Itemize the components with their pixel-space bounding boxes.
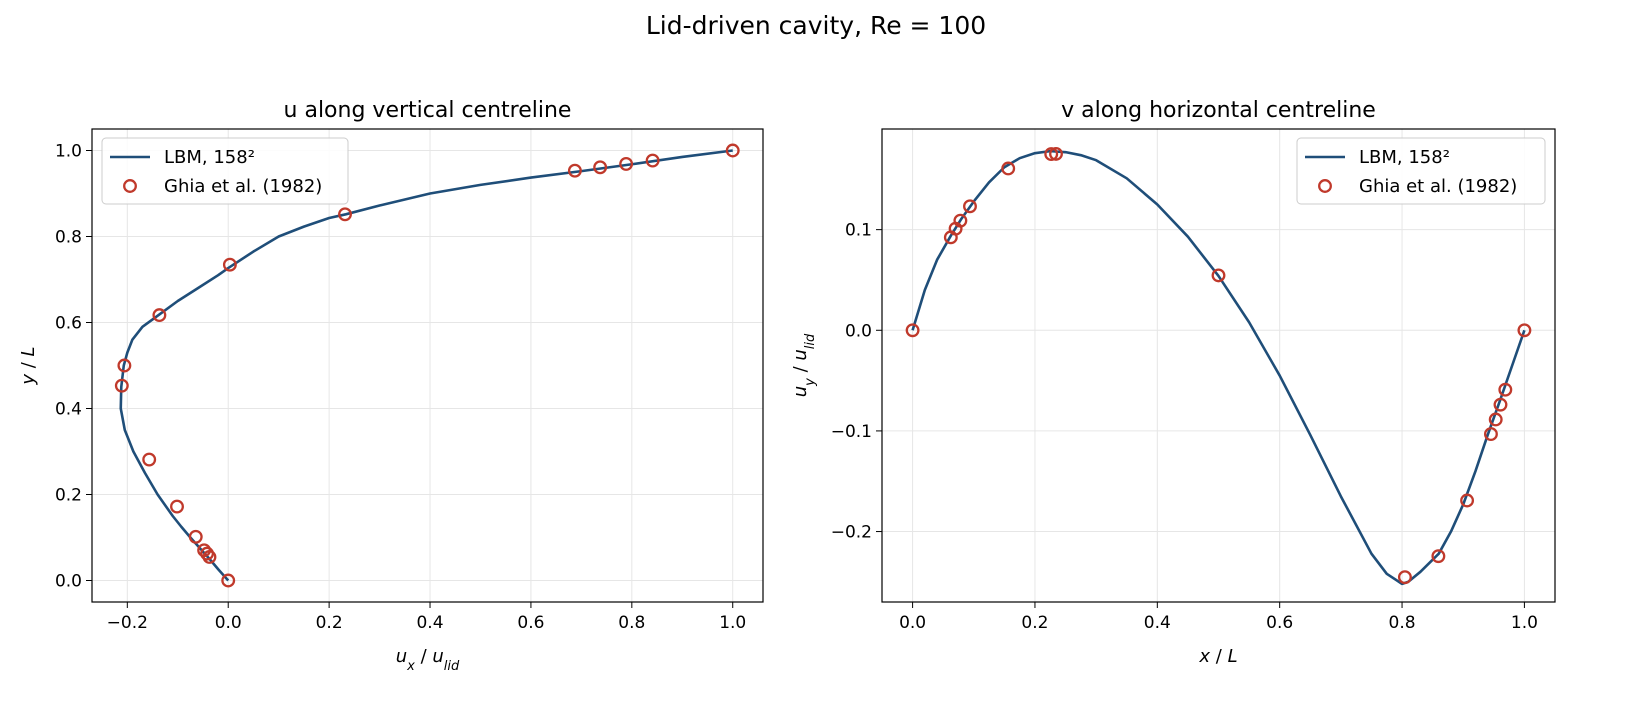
ghia-data-point [188,529,203,544]
y-axis-label: y / L [18,346,39,385]
legend: LBM, 158² Ghia et al. (1982) [101,137,349,205]
ghia-data-point [222,257,237,272]
x-axis-label: x / L [1198,646,1237,667]
ghia-data-point [338,207,352,222]
y-tick-label: 1.0 [55,142,82,162]
legend: LBM, 158² Ghia et al. (1982) [1296,137,1546,205]
y-tick-label: −0.2 [831,523,872,543]
x-tick-label: 1.0 [1511,613,1538,633]
ghia-data-point [567,163,582,178]
x-tick-label: 0.8 [618,613,645,633]
y-tick-label: 0.0 [55,572,82,592]
ghia-data-point [963,199,977,214]
ghia-data-point [197,543,212,558]
ghia-data-point [142,452,157,467]
axes-frame [91,128,764,603]
axes-title: u along vertical centreline [284,98,572,123]
legend-marker-swatch [1318,179,1332,193]
y-tick-label: 0.6 [55,314,82,334]
y-tick-label: 0.0 [845,321,872,341]
ghia-data-point [905,323,920,338]
x-tick-label: 0.8 [1389,613,1416,633]
panel-u-vertical-centreline: −0.2 0.0 0.2 0.4 0.6 0.8 1.0 0.0 0.2 0.4 0.6 0.8 1.0… [18,98,764,674]
y-tick-label: 0.1 [845,221,872,241]
ghia-data-point [1431,549,1446,564]
ghia-data-point [1460,493,1475,508]
legend-entry-label: Ghia et al. (1982) [164,176,322,197]
ghia-data-point [619,156,634,171]
y-tick-label: 0.8 [55,228,82,248]
ghia-data-point [1211,268,1226,283]
ghia-data-point [1483,427,1498,442]
legend-entry-label: Ghia et al. (1982) [1359,176,1517,197]
y-tick-label: 0.2 [55,486,82,506]
y-tick-label: 0.4 [55,400,82,420]
y-tick-label: −0.1 [831,422,872,442]
x-tick-label: 0.0 [899,613,926,633]
x-tick-label: 0.2 [316,613,343,633]
ghia-data-point [953,213,968,228]
ghia-data-point [1001,161,1016,176]
lbm-series-line [911,149,1526,586]
legend-marker-swatch [123,179,137,193]
x-tick-label: 0.6 [517,613,544,633]
ghia-data-point [1049,146,1063,161]
lbm-series-line [119,149,733,582]
x-tick-label: 1.0 [719,613,746,633]
legend-entry-label: LBM, 158² [1359,147,1450,168]
x-axis-label: ux / ulid [396,646,460,674]
ghia-data-point [1397,570,1412,585]
x-tick-label: 0.4 [1144,613,1171,633]
ghia-data-point [725,143,740,158]
axes-frame [881,128,1556,603]
ghia-data-point [221,573,236,588]
ghia-data-point [152,308,167,323]
figure-title: Lid-driven cavity, Re = 100 [646,11,986,40]
x-tick-label: 0.2 [1021,613,1048,633]
legend-box [1296,137,1546,205]
ghia-data-point [170,499,184,514]
ghia-data-point [1498,382,1513,397]
legend-box [101,137,349,205]
x-tick-label: −0.2 [107,613,148,633]
ghia-data-point [593,160,608,175]
ghia-data-point [1488,412,1503,427]
ghia-data-point [1493,397,1508,412]
ghia-data-point [1517,323,1532,338]
legend-entry-label: LBM, 158² [164,147,255,168]
ghia-data-point [117,358,132,373]
panel-v-horizontal-centreline: 0.0 0.2 0.4 0.6 0.8 1.0 −0.2 −0.1 0.0 0.1 v along … [790,98,1556,667]
x-tick-label: 0.4 [416,613,443,633]
ghia-data-point [200,546,215,561]
y-axis-label: uy / ulid [790,333,818,397]
axes-title: v along horizontal centreline [1061,98,1376,123]
ghia-data-point [114,378,129,393]
x-tick-label: 0.6 [1266,613,1293,633]
x-tick-label: 0.0 [215,613,242,633]
ghia-data-point [1044,147,1059,162]
ghia-data-point [645,153,660,168]
